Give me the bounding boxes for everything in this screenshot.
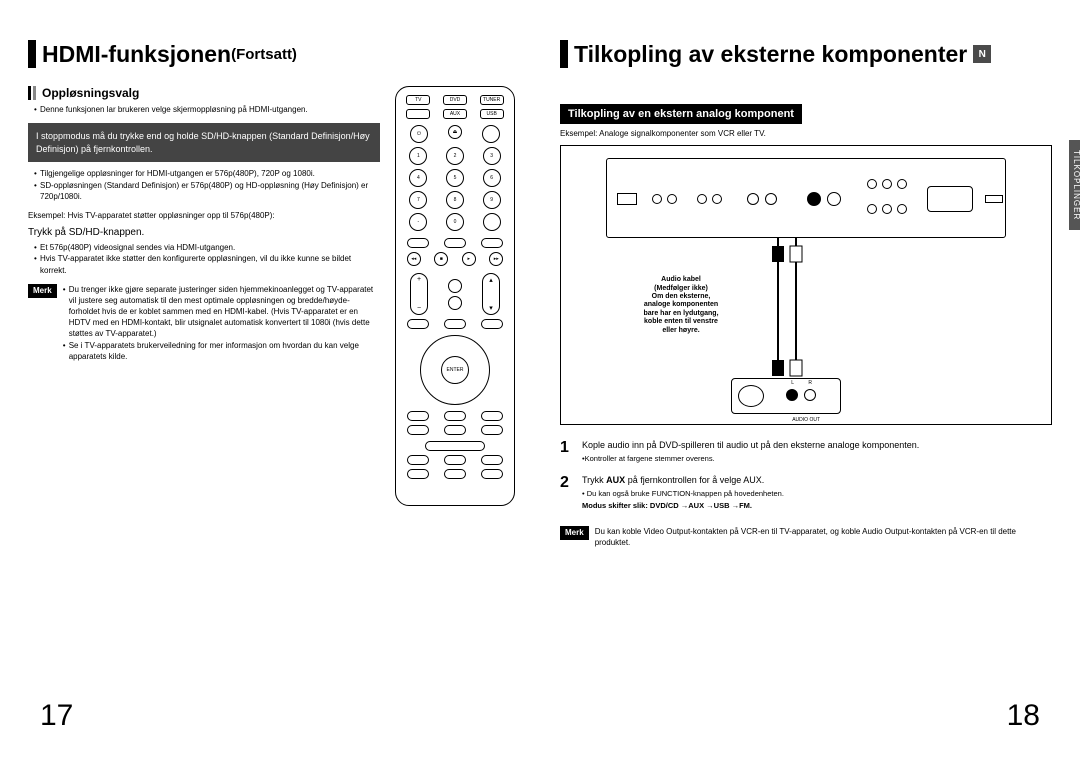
resolution-subhead: Oppløsningsvalg [28, 86, 380, 100]
remote-b-oval-6 [481, 425, 503, 435]
remote-b-oval-2 [444, 411, 466, 421]
step2-sub2: Modus skifter slik: DVD/CD →AUX →USB →FM… [582, 501, 784, 512]
remote-num-dash: - [409, 213, 427, 231]
remote-ch-rocker: ▴▾ [482, 273, 500, 315]
remote-b-oval-1 [407, 411, 429, 421]
remote-num-2: 2 [446, 147, 464, 165]
remote-c-oval-6 [481, 469, 503, 479]
remote-btn-blank [406, 109, 430, 119]
remote-oval-4 [407, 319, 429, 329]
remote-num-6: 6 [483, 169, 501, 187]
remote-oval-6 [481, 319, 503, 329]
remote-mid-icon [448, 296, 462, 310]
step1-text: Kople audio inn på DVD-spilleren til aud… [582, 439, 919, 452]
left-title-main: HDMI-funksjonen [42, 41, 231, 68]
remote-vol-rocker: +− [410, 273, 428, 315]
remote-num-3: 3 [483, 147, 501, 165]
remote-b-oval-5 [444, 425, 466, 435]
remote-transport-2: ■ [434, 252, 448, 266]
remote-dpad: ENTER [420, 335, 490, 405]
remote-num-1: 1 [409, 147, 427, 165]
remote-b-oval-4 [407, 425, 429, 435]
remote-b-oval-3 [481, 411, 503, 421]
connection-diagram: Audio kabel (Medfølger ikke) Om den ekst… [560, 145, 1052, 425]
example-line: Eksempel: Hvis TV-apparatet støtter oppl… [28, 210, 380, 221]
remote-enter: ENTER [441, 356, 469, 384]
afterdark-b1: Tilgjengelige oppløsninger for HDMI-utga… [34, 168, 380, 179]
remote-c-oval-5 [444, 469, 466, 479]
title-tick [28, 40, 36, 68]
side-tab: TILKOPLINGER [1069, 140, 1080, 230]
remote-num-9: 9 [483, 191, 501, 209]
remote-control-diagram: TV DVD TUNER AUX USB ⏻ ⏏ 1 2 3 [395, 86, 515, 506]
remote-btn-tv: TV [406, 95, 430, 105]
page-number-left: 17 [40, 699, 73, 733]
remote-num-4: 4 [409, 169, 427, 187]
remote-btn-dvd: DVD [443, 95, 467, 105]
step2-sub1: • Du kan også bruke FUNCTION-knappen på … [582, 489, 784, 500]
remote-oval-1 [407, 238, 429, 248]
remote-bottom-pill [425, 441, 485, 451]
remote-btn-aux: AUX [443, 109, 467, 119]
press-b1: Et 576p(480P) videosignal sendes via HDM… [34, 242, 380, 253]
step2-text: Trykk AUX på fjernkontrollen for å velge… [582, 474, 784, 487]
step2-num: 2 [560, 474, 574, 512]
right-title-bar: Tilkopling av eksterne komponenter N [560, 40, 1052, 68]
remote-eject-icon: ⏏ [448, 125, 462, 139]
external-device: L R AUDIO OUT [731, 378, 841, 414]
merk-badge-left: Merk [28, 284, 57, 298]
right-example-line: Eksempel: Analoge signalkomponenter som … [560, 128, 1052, 139]
remote-c-oval-2 [444, 455, 466, 465]
remote-num-8: 8 [446, 191, 464, 209]
remote-num-5: 5 [446, 169, 464, 187]
remote-btn-tuner: TUNER [480, 95, 504, 105]
merk-right-text: Du kan koble Video Output-kontakten på V… [595, 526, 1052, 548]
res-bullet-1: Denne funksjonen lar brukeren velge skje… [34, 104, 380, 115]
resolution-subhead-text: Oppløsningsvalg [42, 86, 139, 100]
device-rear-panel [606, 158, 1006, 238]
press-b2: Hvis TV-apparatet ikke støtter den konfi… [34, 253, 380, 275]
remote-power-icon: ⏻ [410, 125, 428, 143]
title-badge: N [973, 45, 991, 63]
merk-left-b1: Du trenger ikke gjøre separate justering… [63, 284, 380, 340]
right-title-main: Tilkopling av eksterne komponenter [574, 41, 967, 68]
afterdark-b2: SD-oppløsningen (Standard Definisjon) er… [34, 180, 380, 202]
remote-transport-3: ▸ [462, 252, 476, 266]
cable-label: Audio kabel (Medfølger ikke) Om den ekst… [621, 276, 741, 335]
remote-num-0: 0 [446, 213, 464, 231]
remote-oval-2 [444, 238, 466, 248]
audio-r-label: R [808, 380, 812, 386]
title-tick-right [560, 40, 568, 68]
press-line: Trykk på SD/HD-knappen. [28, 227, 380, 238]
step1-sub: •Kontroller at fargene stemmer overens. [582, 454, 919, 465]
remote-oval-3 [481, 238, 503, 248]
analog-section-head: Tilkopling av en ekstern analog komponen… [560, 104, 802, 124]
remote-c-oval-3 [481, 455, 503, 465]
remote-mute-icon [448, 279, 462, 293]
step1-num: 1 [560, 439, 574, 464]
merk-badge-right: Merk [560, 526, 589, 540]
page-number-right: 18 [1007, 699, 1040, 733]
stop-mode-box: I stoppmodus må du trykke end og holde S… [28, 123, 380, 162]
remote-transport-1: ◂◂ [407, 252, 421, 266]
remote-oval-5 [444, 319, 466, 329]
remote-num-7: 7 [409, 191, 427, 209]
left-title-bar: HDMI-funksjonen (Fortsatt) [28, 40, 520, 68]
remote-num-cancel [483, 213, 501, 231]
remote-c-oval-1 [407, 455, 429, 465]
merk-left-b2: Se i TV-apparatets brukerveiledning for … [63, 340, 380, 362]
remote-btn-usb: USB [480, 109, 504, 119]
remote-tvvideo-icon [482, 125, 500, 143]
audio-out-label: AUDIO OUT [792, 417, 820, 423]
remote-transport-4: ▸▸ [489, 252, 503, 266]
left-title-sub: (Fortsatt) [231, 46, 297, 63]
remote-c-oval-4 [407, 469, 429, 479]
audio-l-label: L [791, 380, 794, 386]
